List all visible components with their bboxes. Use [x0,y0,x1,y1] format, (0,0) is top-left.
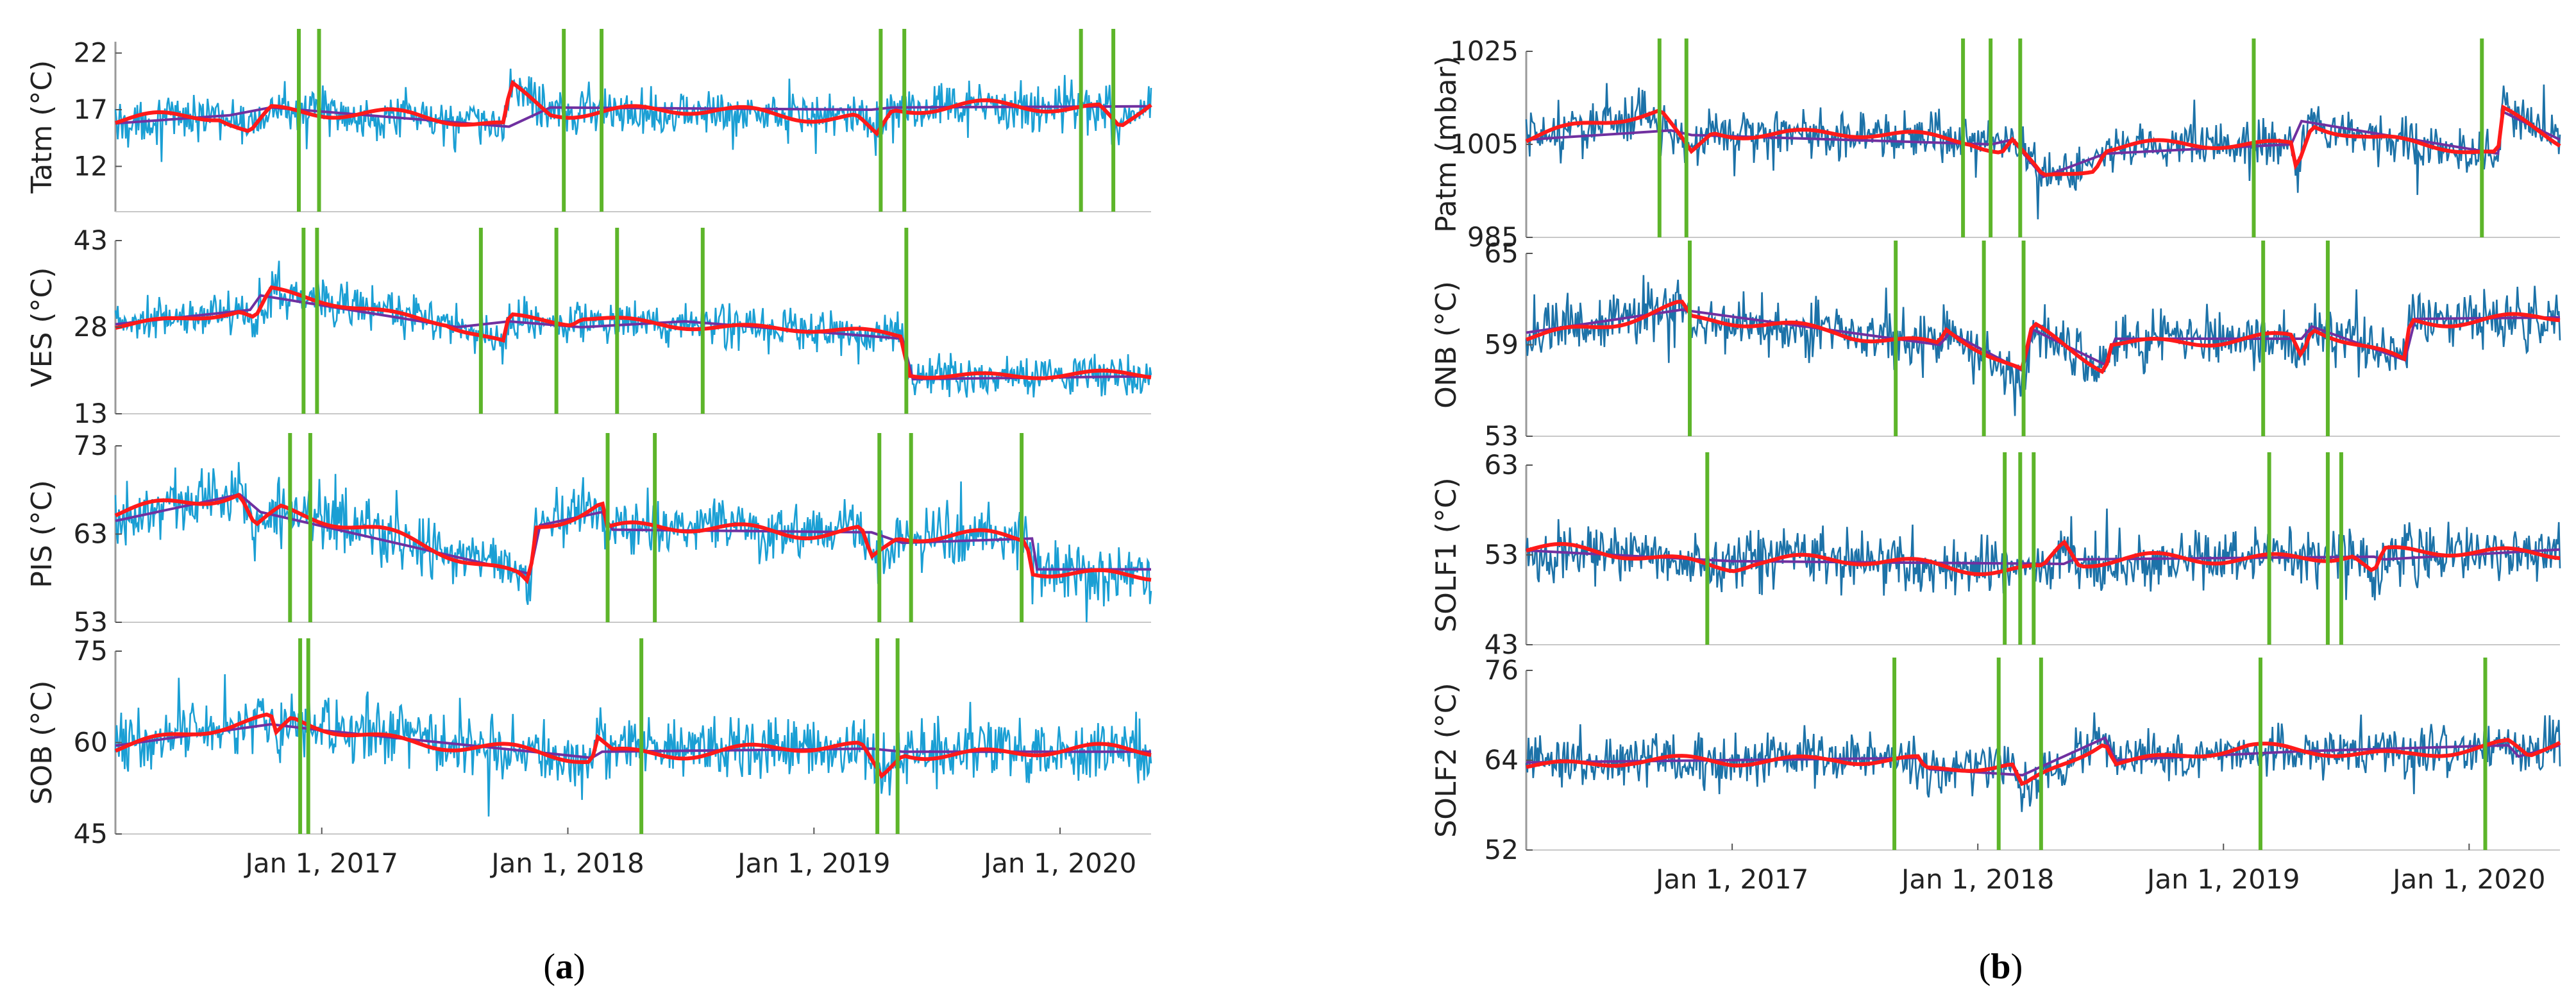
subplot-solf1: 43 53 63 SOLF1 (°C) [1430,449,2561,660]
y-tick-label-ves-13: 13 [74,398,108,429]
x-tick-label-b-4: Jan 1, 2020 [2391,863,2545,895]
y-tick-label-pis-63: 63 [74,518,108,550]
raw-series-pis [114,462,1152,623]
y-tick-label-patm-1025: 1025 [1450,35,1519,67]
x-tick-label-b-3: Jan 1, 2019 [2145,863,2300,895]
subplot-pis: 53 63 73 PIS (°C) [26,430,1152,638]
x-tick-label-b-1: Jan 1, 2017 [1654,863,1808,895]
y-tick-label-onb-59: 59 [1485,329,1519,361]
y-tick-label-ves-43: 43 [74,225,108,256]
smoothed-series-ves [115,285,1152,380]
raw-series-solf2 [1525,712,2561,812]
y-tick-label-solf2-64: 64 [1485,744,1519,776]
y-tick-label-solf2-76: 76 [1485,654,1519,686]
raw-series-sob [114,674,1152,817]
y-tick-label-patm-985: 985 [1467,221,1519,253]
y-tick-label-solf1-63: 63 [1485,449,1519,480]
y-axis-label-onb: ONB (°C) [1430,281,1463,409]
y-axis-label-solf1: SOLF1 (°C) [1430,477,1463,632]
subplot-solf2: 52 64 76 SOLF2 (°C) [1430,654,2561,865]
subplot-tatm: 12 17 22 Tatm (°C) [26,29,1152,212]
y-tick-label-sob-75: 75 [74,635,108,667]
subplot-onb: 53 59 65 ONB (°C) [1430,237,2561,452]
x-tick-label-b-2: Jan 1, 2018 [1899,863,2054,895]
y-axis-label-sob: SOB (°C) [26,681,58,805]
y-tick-label-tatm-12: 12 [74,150,108,182]
y-axis-label-ves: VES (°C) [26,268,58,387]
y-tick-label-pis-73: 73 [74,430,108,461]
subplot-sob: 45 60 75 SOB (°C) [26,635,1152,849]
x-tick-label-a-3: Jan 1, 2019 [736,847,890,879]
y-tick-label-sob-60: 60 [74,727,108,758]
raw-series-solf1 [1525,508,2561,600]
y-tick-label-tatm-17: 17 [74,94,108,125]
panel-b-caption: (b) [1979,947,2023,987]
smoothed-series-pis [114,492,1152,584]
x-tick-label-a-1: Jan 1, 2017 [244,847,398,879]
raw-series-tatm [114,69,1152,162]
x-tick-label-a-4: Jan 1, 2020 [982,847,1136,879]
panel-b-label: b [1991,947,2010,987]
smoothed-series-sob [114,712,1152,779]
raw-series-patm [1525,83,2561,219]
y-tick-label-sob-45: 45 [74,818,108,849]
y-tick-label-tatm-22: 22 [74,37,108,69]
smoothed-series-solf1 [1526,539,2561,577]
panel-a-label: a [555,947,573,987]
y-axis-label-tatm: Tatm (°C) [26,60,58,194]
panel-a-caption: (a) [543,947,585,987]
y-axis-label-pis: PIS (°C) [26,480,58,588]
x-tick-label-a-2: Jan 1, 2018 [489,847,644,879]
y-axis-label-solf2: SOLF2 (°C) [1430,683,1463,837]
y-tick-label-pis-53: 53 [74,606,108,638]
subplot-ves: 13 28 43 VES (°C) [26,225,1152,429]
y-axis-label-patm: Patm (mbar) [1430,56,1463,233]
y-tick-label-ves-28: 28 [74,311,108,343]
y-tick-label-onb-53: 53 [1485,420,1519,452]
panel-a-chart: 12 17 22 Tatm (°C) 13 28 43 VES (°C) 53 63 73 PIS (… [26,29,1152,879]
y-tick-label-patm-1005: 1005 [1450,128,1519,160]
y-tick-label-solf1-53: 53 [1485,539,1519,570]
smoothed-series-tatm [115,80,1152,137]
trend-line-onb [1526,308,2561,373]
smoothed-series-onb [1526,300,2561,375]
smoothed-series-solf2 [1526,738,2561,787]
trend-line-tatm [115,105,1152,128]
y-tick-label-solf2-52: 52 [1485,834,1519,865]
y-tick-label-onb-65: 65 [1485,237,1519,269]
y-tick-label-solf1-43: 43 [1485,629,1519,660]
smoothed-series-patm [1525,104,2561,177]
